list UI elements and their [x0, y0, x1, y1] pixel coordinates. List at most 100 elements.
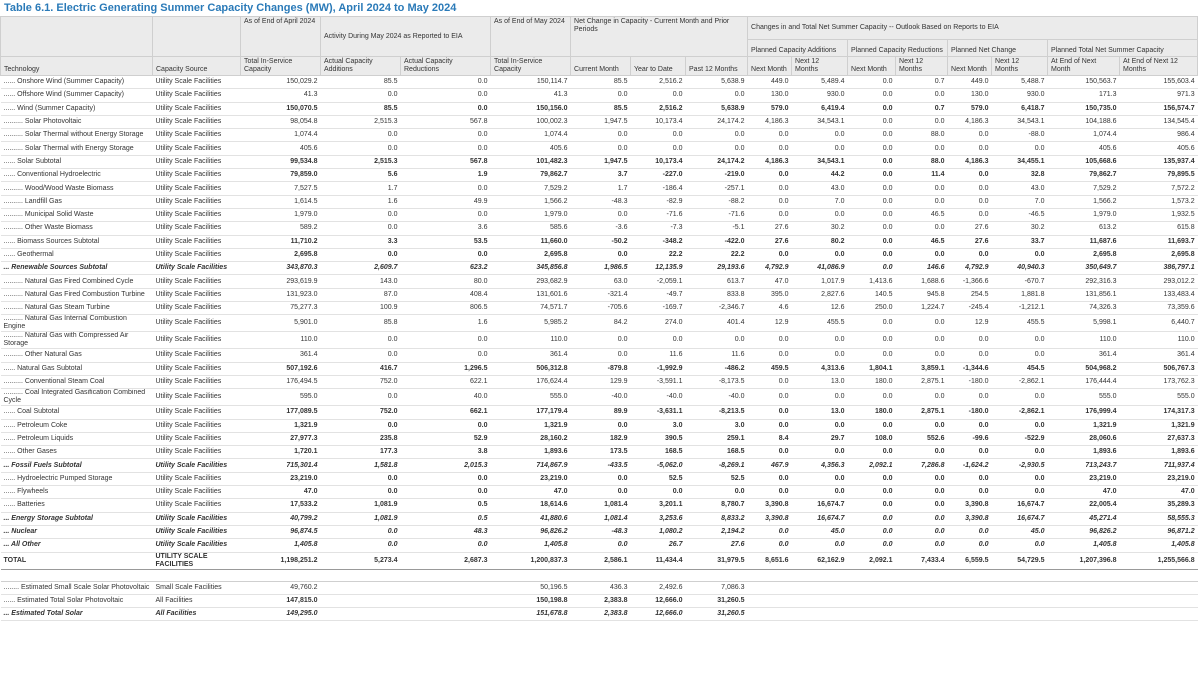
value-cell: 833.8 [685, 288, 748, 303]
value-cell: 7,572.2 [1119, 181, 1198, 196]
value-cell: 43.0 [991, 181, 1048, 196]
value-cell: 12,135.9 [630, 261, 686, 276]
value-cell: 930.0 [991, 88, 1048, 103]
value-cell: 130.0 [747, 88, 792, 103]
value-cell: 0.0 [991, 248, 1048, 263]
value-cell: 0.0 [847, 261, 896, 276]
value-cell: 1,893.6 [1119, 445, 1198, 460]
source-cell: Utility Scale Facilities [152, 525, 241, 540]
value-cell: 45.0 [791, 525, 848, 540]
value-cell: -8,173.5 [685, 375, 748, 390]
technology-cell: .......... Natural Gas Fired Combustion … [0, 288, 153, 303]
technology-cell: ... All Other [0, 538, 153, 553]
value-cell: 1,979.0 [1047, 208, 1120, 223]
value-cell: 176,494.5 [240, 375, 321, 390]
value-cell: 504,968.2 [1047, 362, 1120, 376]
value-cell: 40,940.3 [991, 261, 1048, 276]
value-cell: 0.0 [747, 472, 792, 487]
value-cell: 13.0 [791, 375, 848, 390]
value-cell: 0.0 [570, 141, 631, 156]
value-cell: 0.0 [400, 348, 491, 363]
value-cell: 12,666.0 [630, 594, 686, 609]
technology-cell: ...... Onshore Wind (Summer Capacity) [0, 75, 153, 90]
value-cell: 2,516.2 [630, 75, 686, 90]
value-cell: 0.0 [847, 168, 896, 183]
value-cell: 0.0 [991, 141, 1048, 156]
value-cell: 147,815.0 [240, 594, 321, 609]
value-cell: 1,074.4 [1047, 128, 1120, 143]
value-cell: 131,601.6 [490, 288, 571, 303]
table-row: .......... Coal Integrated Gasification … [0, 388, 1198, 407]
source-cell: Utility Scale Facilities [152, 261, 241, 276]
value-cell: 1,321.9 [240, 419, 321, 433]
value-cell: 52.5 [630, 472, 686, 487]
value-cell: 345,856.8 [490, 261, 571, 276]
column-header: Current Month [570, 56, 632, 76]
column-header: Past 12 Months [685, 56, 749, 76]
value-cell: 0.0 [320, 348, 401, 363]
value-cell: 436.3 [570, 581, 631, 595]
value-cell: 2,609.7 [320, 261, 401, 276]
value-cell: 24,174.2 [685, 115, 748, 130]
value-cell: 1,255,566.8 [1119, 552, 1198, 570]
value-cell: 1,321.9 [1047, 419, 1120, 433]
value-cell: 8,651.6 [747, 552, 792, 570]
table-row: ...... Estimated Total Solar Photovoltai… [0, 594, 1198, 609]
value-cell: 31,260.5 [685, 607, 748, 622]
value-cell: 0.0 [320, 331, 401, 350]
source-cell: Utility Scale Facilities [152, 362, 241, 376]
value-cell: 254.5 [947, 288, 992, 303]
value-cell: 47.0 [240, 485, 321, 500]
value-cell: 2,383.8 [570, 607, 631, 622]
value-cell: 35,289.3 [1119, 498, 1198, 513]
value-cell: 0.0 [991, 485, 1048, 500]
value-cell: 0.0 [847, 88, 896, 103]
value-cell: 0.0 [630, 141, 686, 156]
value-cell: 1,080.2 [630, 525, 686, 540]
value-cell: 1,207,396.8 [1047, 552, 1120, 570]
value-cell: 0.0 [320, 525, 401, 540]
value-cell: -48.3 [570, 195, 631, 209]
value-cell: 47.0 [747, 274, 792, 289]
value-cell: -1,344.6 [947, 362, 992, 376]
value-cell: 131,856.1 [1047, 288, 1120, 303]
capacity-table: As of End of April 2024 Activity During … [0, 16, 1199, 622]
value-cell: 1,614.5 [240, 195, 321, 209]
value-cell: 0.0 [895, 388, 948, 407]
value-cell: 7,286.8 [895, 458, 948, 473]
value-cell: 12.9 [747, 314, 792, 333]
value-cell: 80.2 [791, 235, 848, 249]
value-cell: 1,573.2 [1119, 195, 1198, 209]
value-cell: 0.0 [991, 445, 1048, 460]
value-cell: 73,359.6 [1119, 301, 1198, 316]
technology-cell: ... Energy Storage Subtotal [0, 512, 153, 526]
value-cell: 2,092.1 [847, 552, 896, 570]
source-cell: Utility Scale Facilities [152, 458, 241, 473]
value-cell: 945.8 [895, 288, 948, 303]
value-cell: 47.0 [1047, 485, 1120, 500]
value-cell: -8,269.1 [685, 458, 748, 473]
source-cell: UTILITY SCALE FACILITIES [152, 552, 241, 570]
value-cell: 11,693.7 [1119, 235, 1198, 249]
value-cell: 662.1 [400, 405, 491, 420]
value-cell: 622.1 [400, 375, 491, 390]
technology-cell: .......... Natural Gas Steam Turbine [0, 301, 153, 316]
value-cell: 3.6 [400, 221, 491, 236]
value-cell: 3,390.8 [947, 512, 992, 526]
value-cell: 405.6 [240, 141, 321, 156]
value-cell: 176,999.4 [1047, 405, 1120, 420]
value-cell: 1.7 [570, 181, 631, 196]
value-cell: 0.0 [747, 248, 792, 263]
value-cell: 41,880.6 [490, 512, 571, 526]
value-cell: 0.0 [400, 141, 491, 156]
value-cell: 0.0 [320, 221, 401, 236]
table-row: ...... Wind (Summer Capacity) Utility Sca… [0, 102, 1198, 116]
technology-cell: ...... Petroleum Coke [0, 419, 153, 433]
technology-cell: ... Nuclear [0, 525, 153, 540]
value-cell: 579.0 [747, 102, 792, 116]
value-cell: 1,893.6 [1047, 445, 1120, 460]
column-header: Year to Date [630, 56, 687, 76]
value-cell: 5,489.4 [791, 75, 848, 90]
table-row: ... Energy Storage Subtotal Utility Scale… [0, 512, 1198, 526]
value-cell: 361.4 [1047, 348, 1120, 363]
